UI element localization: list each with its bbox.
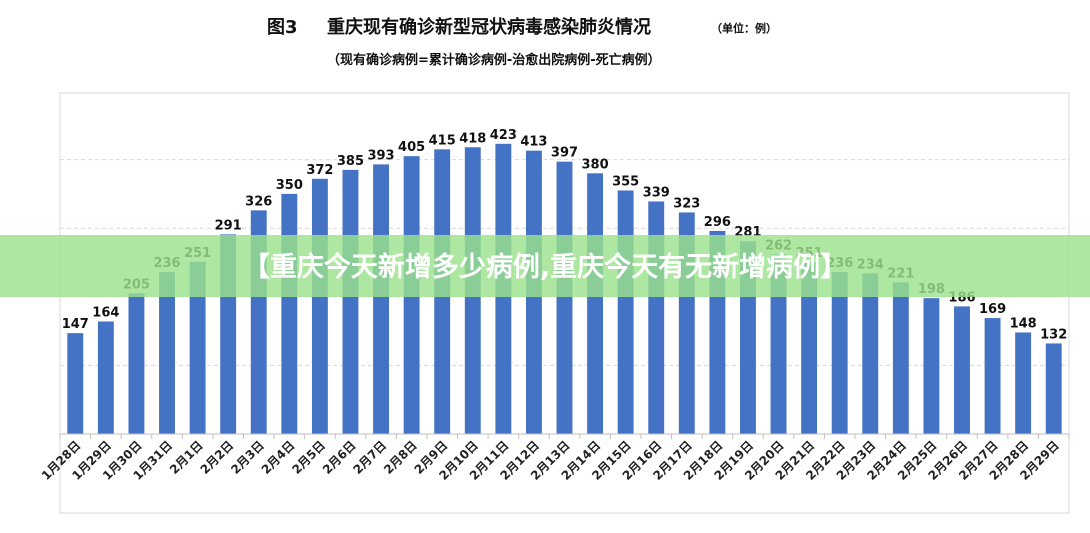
bar: [923, 298, 940, 434]
bar-value-label: 413: [520, 135, 547, 150]
bar-value-label: 326: [245, 194, 272, 209]
bar: [862, 273, 879, 434]
chart-title: 重庆现有确诊新型冠状病毒感染肺炎情况: [327, 16, 651, 38]
bar: [311, 178, 328, 434]
chart-unit: （单位：例）: [711, 21, 777, 35]
bar-value-label: 164: [92, 305, 119, 320]
bar: [67, 333, 84, 434]
bar-value-label: 355: [612, 174, 639, 189]
figure-label: 图3: [267, 17, 298, 38]
x-tick-label: 2月3日: [228, 438, 267, 477]
bar: [342, 169, 359, 434]
bar-value-label: 418: [459, 131, 486, 146]
bar: [97, 321, 114, 434]
bar: [617, 190, 634, 434]
banner-background: [0, 235, 1090, 297]
x-tick-labels: 1月28日1月29日1月30日1月31日2月1日2月2日2月3日2月4日2月5日…: [39, 438, 1062, 483]
bar-value-label: 147: [62, 317, 89, 332]
bar: [831, 272, 848, 434]
bar-value-label: 323: [673, 196, 700, 211]
bar-value-label: 132: [1040, 327, 1067, 342]
overlay-banner: 【重庆今天新增多少病例,重庆今天有无新增病例】: [0, 235, 1090, 297]
bar: [954, 306, 970, 434]
bar-value-label: 405: [398, 140, 425, 155]
bar: [1015, 332, 1032, 434]
chart-frame: [59, 92, 1070, 514]
x-tick-label: 2月8日: [381, 438, 420, 477]
bar: [128, 293, 145, 434]
chart-subtitle: （现有确诊病例=累计确诊病例-治愈出院病例-死亡病例）: [327, 52, 661, 68]
bar-value-label: 415: [429, 133, 456, 148]
bar-value-label: 397: [551, 146, 578, 161]
x-tick-label: 2月6日: [320, 438, 359, 477]
bar: [801, 261, 818, 434]
x-tick-label: 2月1日: [167, 438, 206, 477]
bar-value-label: 291: [215, 218, 242, 233]
bar-value-label: 393: [367, 148, 394, 163]
banner-text: 【重庆今天新增多少病例,重庆今天有无新增病例】: [243, 251, 847, 283]
bar-value-label: 372: [306, 163, 333, 178]
bar-value-label: 380: [582, 157, 609, 172]
bar-value-label: 148: [1010, 316, 1037, 331]
bar-value-label: 296: [704, 215, 731, 230]
bar: [587, 173, 604, 434]
bar: [189, 261, 206, 434]
bar-value-label: 385: [337, 154, 364, 169]
bar: [984, 318, 1001, 434]
bar: [1045, 343, 1062, 434]
bar: [373, 164, 389, 435]
bar: [892, 282, 909, 434]
bar-value-label: 339: [643, 185, 670, 200]
x-tick-label: 2月5日: [289, 438, 328, 477]
x-axis: [59, 433, 1070, 439]
bar-value-label: 350: [276, 178, 303, 193]
bar: [281, 193, 298, 434]
bar: [556, 161, 573, 434]
bar: [159, 272, 175, 434]
x-tick-label: 2月7日: [350, 438, 389, 477]
x-tick-label: 2月2日: [198, 438, 237, 477]
bar-value-label: 169: [979, 302, 1006, 317]
x-tick-label: 2月4日: [259, 438, 298, 477]
bar: [770, 254, 787, 434]
bar-value-label: 423: [490, 128, 517, 143]
